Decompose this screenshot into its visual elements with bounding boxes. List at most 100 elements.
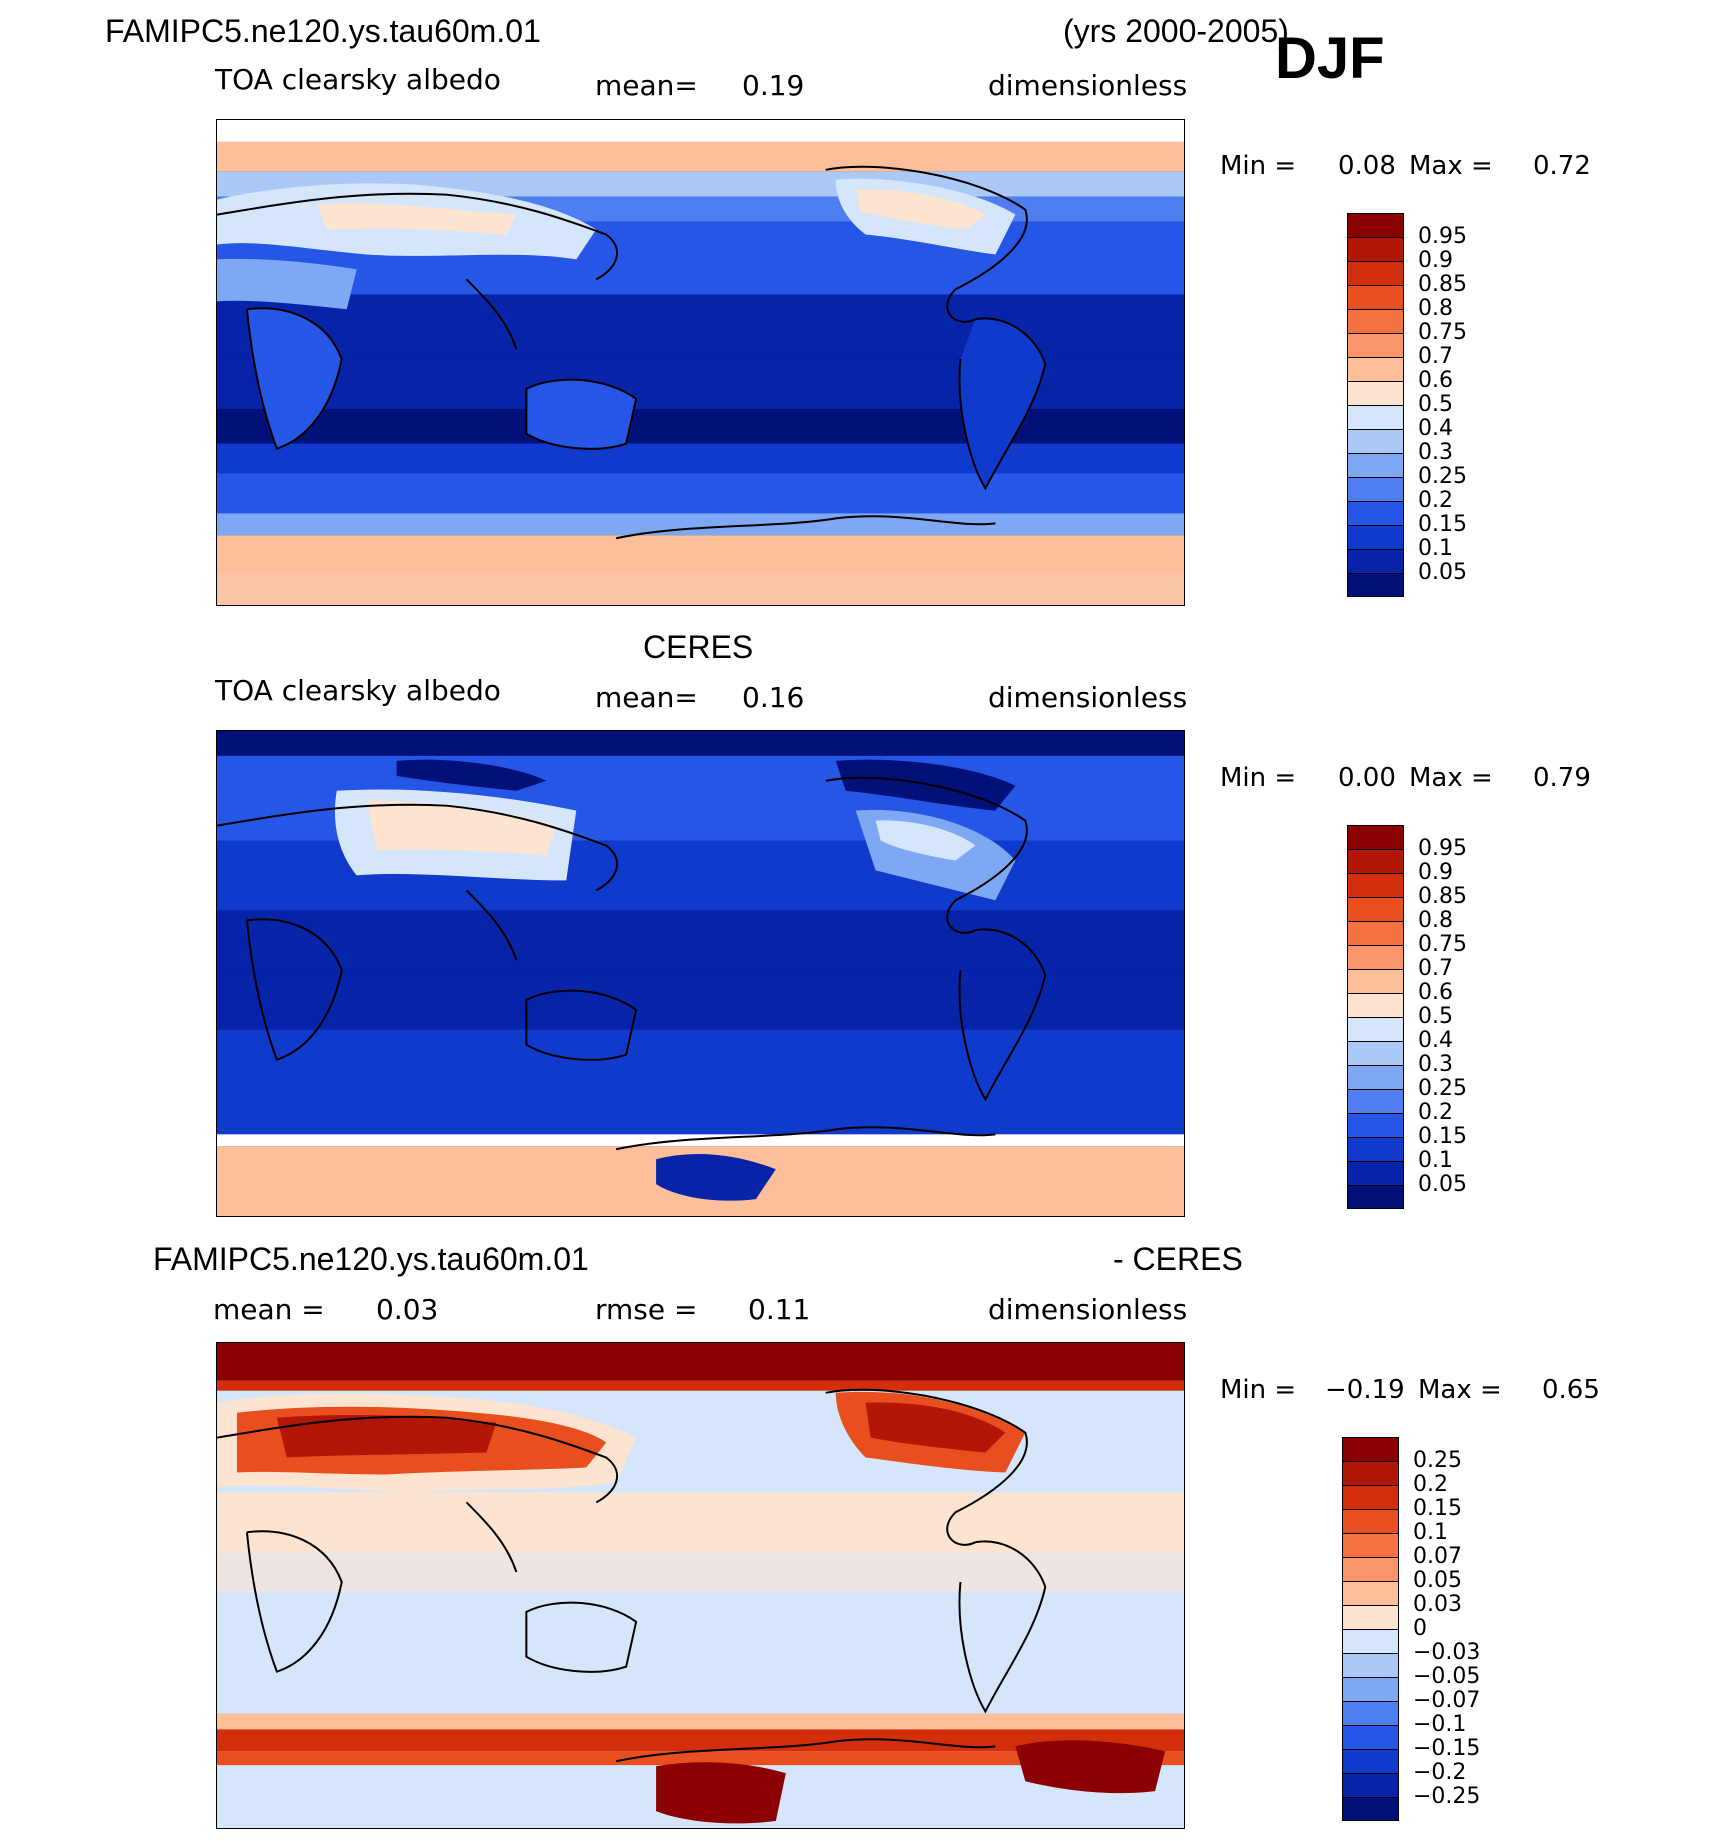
colorbar-tick-label: −0.07 <box>1413 1688 1481 1713</box>
colorbar-swatch <box>1343 1510 1398 1534</box>
years-label: (yrs 2000-2005) <box>1063 13 1289 49</box>
colorbar-tick-label: 0.05 <box>1418 560 1467 585</box>
colorbar-swatch <box>1343 1462 1398 1486</box>
colorbar-swatch <box>1348 1090 1403 1114</box>
colorbar-tick-label: 0.6 <box>1418 368 1453 393</box>
colorbar-tick-label: 0.3 <box>1418 440 1453 465</box>
colorbar-swatch <box>1343 1438 1398 1462</box>
max-label: Max = <box>1409 151 1493 181</box>
colorbar-swatch <box>1348 502 1403 526</box>
colorbar-swatch <box>1348 550 1403 574</box>
colorbar-swatch <box>1348 898 1403 922</box>
colorbar-swatch <box>1343 1726 1398 1750</box>
colorbar-tick-label: 0 <box>1413 1616 1427 1641</box>
colorbar-swatch <box>1348 286 1403 310</box>
min-value: 0.00 <box>1338 763 1396 793</box>
colorbar-tick-label: 0.95 <box>1418 224 1467 249</box>
mean-label: mean = <box>213 1293 325 1326</box>
colorbar-swatch <box>1348 358 1403 382</box>
colorbar-tick-label: 0.05 <box>1418 1172 1467 1197</box>
colorbar-tick-label: 0.5 <box>1418 392 1453 417</box>
colorbar-swatch <box>1348 1186 1403 1208</box>
colorbar-tick-label: 0.2 <box>1418 488 1453 513</box>
colorbar-swatch <box>1343 1750 1398 1774</box>
min-label: Min = <box>1220 1375 1297 1405</box>
colorbar-swatch <box>1348 238 1403 262</box>
colorbar-swatch <box>1343 1534 1398 1558</box>
max-label: Max = <box>1409 763 1493 793</box>
diff-map-field <box>217 1343 1184 1828</box>
colorbar-tick-label: 0.7 <box>1418 956 1453 981</box>
mean-value: 0.03 <box>376 1293 439 1326</box>
case-title: FAMIPC5.ne120.ys.tau60m.01 <box>105 13 541 49</box>
mean-value: 0.16 <box>742 681 805 714</box>
colorbar-swatch <box>1348 1138 1403 1162</box>
colorbar-swatch <box>1343 1654 1398 1678</box>
colorbar-tick-label: 0.07 <box>1413 1544 1462 1569</box>
colorbar-tick-label: 0.3 <box>1418 1052 1453 1077</box>
colorbar-swatch <box>1343 1630 1398 1654</box>
rmse-label: rmse = <box>595 1293 698 1326</box>
colorbar-swatch <box>1348 382 1403 406</box>
colorbar-tick-label: 0.75 <box>1418 320 1467 345</box>
colorbar-tick-label: 0.15 <box>1418 1124 1467 1149</box>
units-label: dimensionless <box>988 69 1188 102</box>
colorbar-swatch <box>1343 1678 1398 1702</box>
colorbar-swatch <box>1343 1582 1398 1606</box>
colorbar-swatch <box>1348 994 1403 1018</box>
colorbar-swatch <box>1348 1042 1403 1066</box>
colorbar-tick-label: 0.4 <box>1418 1028 1453 1053</box>
variable-label: TOA clearsky albedo <box>215 63 501 96</box>
mean-label: mean= <box>595 681 698 714</box>
diff-title-case: FAMIPC5.ne120.ys.tau60m.01 <box>153 1241 589 1277</box>
colorbar-swatch <box>1343 1774 1398 1798</box>
colorbar-tick-label: −0.05 <box>1413 1664 1481 1689</box>
colorbar-swatch <box>1348 406 1403 430</box>
min-value: 0.08 <box>1338 151 1396 181</box>
colorbar-tick-label: 0.85 <box>1418 272 1467 297</box>
colorbar-tick-label: 0.9 <box>1418 248 1453 273</box>
obs-title: CERES <box>643 629 754 665</box>
colorbar-swatch <box>1343 1558 1398 1582</box>
season-label: DJF <box>1275 26 1385 91</box>
colorbar-tick-label: 0.2 <box>1413 1472 1448 1497</box>
min-value: −0.19 <box>1325 1375 1405 1405</box>
colorbar-swatch <box>1348 826 1403 850</box>
variable-label: TOA clearsky albedo <box>215 674 501 707</box>
colorbar-swatch <box>1348 454 1403 478</box>
colorbar-tick-label: 0.1 <box>1413 1520 1448 1545</box>
units-label: dimensionless <box>988 1293 1188 1326</box>
colorbar-swatch <box>1348 214 1403 238</box>
colorbar-swatch <box>1343 1606 1398 1630</box>
colorbar-tick-label: −0.03 <box>1413 1640 1481 1665</box>
colorbar-tick-label: 0.75 <box>1418 932 1467 957</box>
colorbar-tick-label: 0.15 <box>1418 512 1467 537</box>
colorbar-swatch <box>1348 526 1403 550</box>
colorbar-tick-label: 0.25 <box>1413 1448 1462 1473</box>
colorbar-tick-label: −0.1 <box>1413 1712 1467 1737</box>
colorbar-tick-label: 0.05 <box>1413 1568 1462 1593</box>
colorbar-swatch <box>1348 310 1403 334</box>
colorbar-tick-label: 0.2 <box>1418 1100 1453 1125</box>
colorbar-tick-label: 0.03 <box>1413 1592 1462 1617</box>
colorbar-tick-label: 0.9 <box>1418 860 1453 885</box>
colorbar-swatch <box>1348 874 1403 898</box>
colorbar-tick-label: 0.95 <box>1418 836 1467 861</box>
colorbar-swatch <box>1348 478 1403 502</box>
mean-value: 0.19 <box>742 69 805 102</box>
colorbar-swatch <box>1348 574 1403 596</box>
min-label: Min = <box>1220 763 1297 793</box>
colorbar-swatch <box>1348 1066 1403 1090</box>
colorbar-swatch <box>1348 1162 1403 1186</box>
colorbar-swatch <box>1348 922 1403 946</box>
colorbar-tick-label: 0.8 <box>1418 908 1453 933</box>
max-label: Max = <box>1418 1375 1502 1405</box>
mean-label: mean= <box>595 69 698 102</box>
colorbar-swatch <box>1343 1798 1398 1820</box>
colorbar-tick-label: 0.5 <box>1418 1004 1453 1029</box>
colorbar-swatch <box>1348 850 1403 874</box>
model-map-field <box>217 120 1184 605</box>
colorbar-tick-label: 0.7 <box>1418 344 1453 369</box>
colorbar-tick-label: −0.15 <box>1413 1736 1481 1761</box>
colorbar-tick-label: 0.1 <box>1418 536 1453 561</box>
